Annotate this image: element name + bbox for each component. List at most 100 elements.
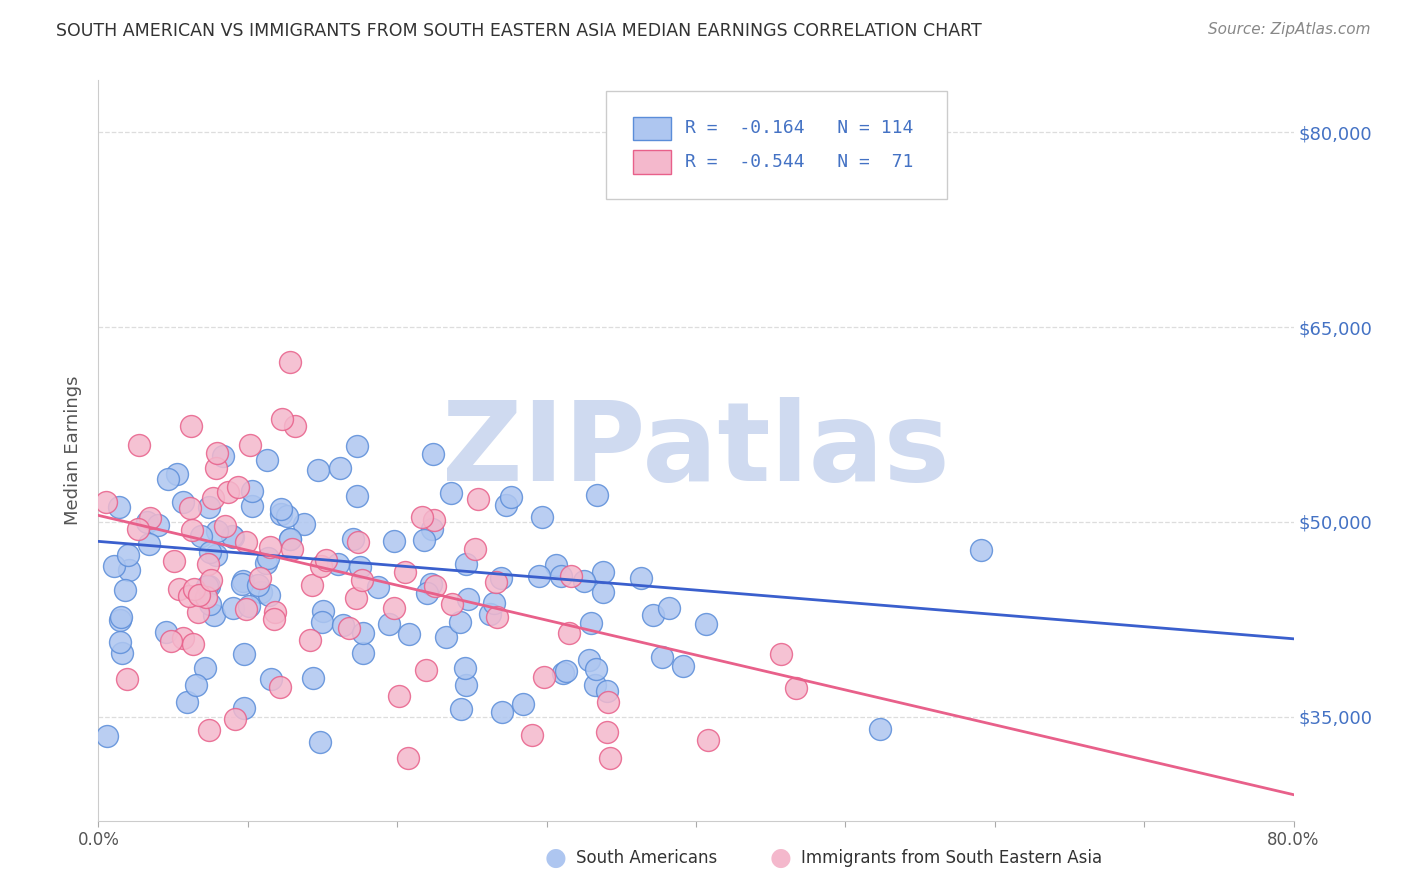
Point [337,621,360,635]
Point [197,500,219,514]
Point [214,518,236,533]
Point [454,661,477,675]
Text: Source: ZipAtlas.com: Source: ZipAtlas.com [1208,22,1371,37]
Point [235,602,257,616]
Point [308,735,330,749]
Point [658,601,681,615]
FancyBboxPatch shape [606,91,948,199]
Point [200,573,222,587]
Point [180,418,202,433]
Point [115,672,138,686]
Point [388,689,411,703]
Point [420,522,443,536]
Point [228,480,250,494]
Point [110,635,132,649]
Point [512,697,534,711]
Point [221,529,243,543]
Point [240,500,263,514]
Point [278,355,301,369]
Point [198,579,221,593]
Point [495,498,517,512]
Point [315,553,337,567]
Point [160,634,183,648]
Point [200,545,222,559]
Point [394,566,416,580]
Point [352,626,374,640]
Point [342,533,364,547]
Point [270,502,292,516]
Point [194,661,217,675]
Point [651,650,673,665]
Point [240,483,263,498]
Point [103,558,125,573]
Point [583,678,606,692]
Point [238,599,260,613]
Point [347,535,370,549]
Point [420,576,443,591]
Point [94,494,117,508]
Point [111,646,134,660]
Point [224,712,246,726]
Point [299,633,322,648]
Point [599,751,621,765]
Point [184,678,207,692]
Point [118,563,141,577]
Y-axis label: Median Earnings: Median Earnings [65,376,83,525]
Point [270,507,292,521]
Point [352,573,374,587]
Point [195,579,218,593]
Point [592,565,614,579]
Point [415,663,437,677]
Point [201,491,224,505]
Point [177,589,200,603]
Point [259,540,281,554]
Point [382,601,405,615]
Point [489,570,512,584]
Point [457,592,479,607]
Point [423,513,446,527]
Point [139,510,162,524]
Point [270,412,292,426]
Point [155,625,177,640]
Point [195,590,218,604]
Point [596,725,619,739]
Point [212,449,235,463]
Point [349,560,371,574]
Point [309,559,332,574]
Point [166,467,188,481]
Point [346,439,368,453]
Point [546,558,568,572]
Point [553,665,575,680]
Point [138,537,160,551]
Point [527,569,550,583]
Point [146,517,169,532]
Point [183,582,205,597]
Point [179,500,201,515]
Point [398,627,420,641]
Point [440,597,463,611]
Point [197,557,219,571]
Text: South Americans: South Americans [576,849,717,867]
Point [281,542,304,557]
Point [307,463,329,477]
Point [412,533,434,547]
Point [344,591,367,605]
Point [278,533,301,547]
FancyBboxPatch shape [633,150,671,174]
Point [232,574,254,589]
Point [249,585,271,599]
Text: SOUTH AMERICAN VS IMMIGRANTS FROM SOUTH EASTERN ASIA MEDIAN EARNINGS CORRELATION: SOUTH AMERICAN VS IMMIGRANTS FROM SOUTH … [56,22,981,40]
Point [434,630,457,644]
Point [586,487,609,501]
Point [235,535,257,549]
Point [332,617,354,632]
Point [172,631,194,645]
Text: R =  -0.164   N = 114: R = -0.164 N = 114 [685,120,914,137]
Point [202,607,225,622]
Point [769,647,792,661]
Point [346,489,368,503]
Point [484,596,506,610]
Point [464,541,486,556]
Point [276,509,298,524]
Point [301,671,323,685]
